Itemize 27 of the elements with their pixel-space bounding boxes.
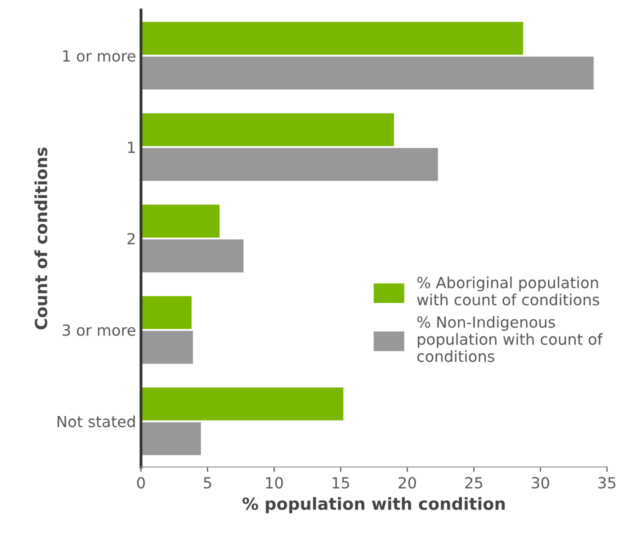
x-tick-label: 5 bbox=[204, 477, 212, 489]
bar bbox=[141, 239, 244, 272]
y-tick-label: 3 or more bbox=[62, 324, 136, 336]
y-tick-label: 2 bbox=[128, 232, 135, 244]
bar bbox=[141, 330, 193, 364]
bar bbox=[141, 56, 594, 90]
bar bbox=[141, 387, 344, 420]
bar bbox=[141, 204, 220, 238]
x-tick-label: 25 bbox=[465, 476, 482, 489]
y-axis-title: Count of conditions bbox=[34, 148, 48, 330]
x-tick-label: 0 bbox=[137, 476, 145, 489]
bar bbox=[141, 148, 438, 181]
bar bbox=[141, 422, 201, 456]
x-tick-label: 20 bbox=[398, 476, 416, 489]
legend-label: % Non-Indigenous population with count of conditions bbox=[417, 316, 603, 362]
x-tick-label: 30 bbox=[532, 476, 550, 489]
bar bbox=[141, 22, 524, 55]
x-tick-label: 35 bbox=[598, 476, 616, 489]
x-tick-label: 15 bbox=[332, 477, 350, 489]
bar bbox=[141, 113, 394, 146]
y-tick-label: 1 or more bbox=[63, 50, 136, 62]
legend-label: % Aboriginal population with count of conditions bbox=[417, 276, 600, 306]
bar bbox=[141, 296, 192, 329]
x-tick-label: 10 bbox=[266, 476, 283, 489]
y-tick-label: Not stated bbox=[58, 415, 135, 428]
x-axis-title: % population with condition bbox=[242, 497, 505, 514]
y-tick-label: 1 bbox=[128, 142, 135, 153]
